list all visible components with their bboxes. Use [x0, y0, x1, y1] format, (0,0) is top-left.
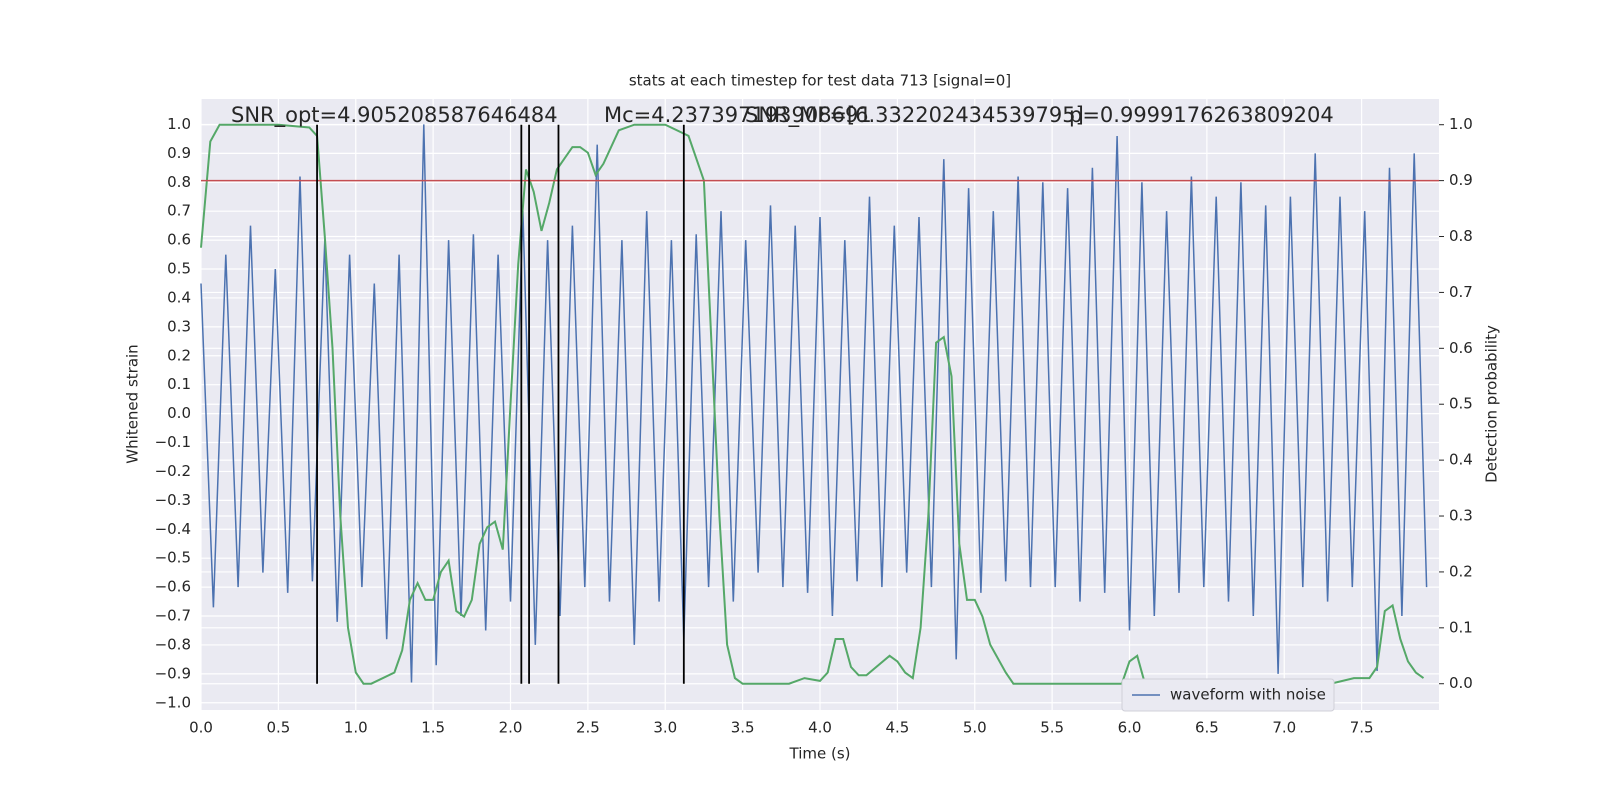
y2-tick-label: 1.0 [1449, 115, 1473, 133]
y2-axis-label: Detection probability [1483, 325, 1501, 483]
x-tick-label: 0.5 [266, 719, 290, 737]
annotation: p=0.9999176263809204 [1069, 103, 1334, 127]
y-tick-label: 1.0 [167, 115, 191, 133]
y-tick-label: −0.8 [155, 635, 191, 653]
series-line [200, 124, 1428, 683]
x-tick-label: 1.0 [344, 719, 368, 737]
y2-tick-label: 0.5 [1449, 395, 1473, 413]
x-tick-label: 6.5 [1195, 719, 1219, 737]
y2-tick-label: 0.1 [1449, 618, 1473, 636]
x-tick-label: 5.0 [963, 719, 987, 737]
y-tick-label: −0.1 [155, 433, 191, 451]
y-tick-label: −0.7 [155, 607, 191, 625]
y-tick-label: −0.9 [155, 664, 191, 682]
legend-label: waveform with noise [1170, 686, 1326, 704]
x-tick-label: 2.5 [576, 719, 600, 737]
y-tick-label: −1.0 [155, 693, 191, 711]
x-tick-label: 1.5 [421, 719, 445, 737]
y2-tick-label: 0.0 [1449, 674, 1473, 692]
x-tick-label: 2.0 [499, 719, 523, 737]
y-tick-label: 0.5 [167, 260, 191, 278]
y-tick-label: 0.1 [167, 375, 191, 393]
y-axis-label: Whitened strain [124, 344, 142, 463]
x-tick-label: 0.0 [189, 719, 213, 737]
x-tick-label: 6.0 [1118, 719, 1142, 737]
x-tick-label: 7.5 [1350, 719, 1374, 737]
legend-box [1121, 678, 1335, 712]
y2-tick-label: 0.3 [1449, 507, 1473, 525]
y-tick-label: −0.5 [155, 549, 191, 567]
x-tick-label: 7.0 [1272, 719, 1296, 737]
series-line [200, 123, 1425, 685]
y-tick-label: 0.2 [167, 346, 191, 364]
y-tick-label: −0.4 [155, 520, 191, 538]
y-tick-label: 0.6 [167, 231, 191, 249]
y-tick-label: −0.3 [155, 491, 191, 509]
x-tick-label: 4.0 [808, 719, 832, 737]
y-tick-label: 0.9 [167, 144, 191, 162]
y2-tick-label: 0.2 [1449, 562, 1473, 580]
annotation: Mc=4.237397193908691 [604, 103, 872, 127]
x-axis-label: Time (s) [789, 745, 851, 763]
y-tick-label: 0.0 [167, 404, 191, 422]
annotation: SNR_MF=[6.332202434539795] [745, 103, 1084, 128]
y2-tick-label: 0.4 [1449, 451, 1473, 469]
y2-tick-label: 0.9 [1449, 171, 1473, 189]
y-tick-label: 0.3 [167, 317, 191, 335]
y-tick-label: 0.8 [167, 173, 191, 191]
x-tick-label: 3.5 [731, 719, 755, 737]
y2-tick-label: 0.8 [1449, 227, 1473, 245]
chart-title: stats at each timestep for test data 713… [629, 72, 1011, 90]
y2-tick-label: 0.6 [1449, 339, 1473, 357]
y-tick-label: −0.6 [155, 578, 191, 596]
x-tick-label: 5.5 [1040, 719, 1064, 737]
y-tick-label: 0.7 [167, 202, 191, 220]
y-tick-label: 0.4 [167, 288, 191, 306]
y2-tick-label: 0.7 [1449, 283, 1473, 301]
x-tick-label: 3.0 [653, 719, 677, 737]
y-tick-label: −0.2 [155, 462, 191, 480]
annotation: SNR_opt=4.905208587646484 [231, 103, 558, 128]
x-tick-label: 4.5 [885, 719, 909, 737]
